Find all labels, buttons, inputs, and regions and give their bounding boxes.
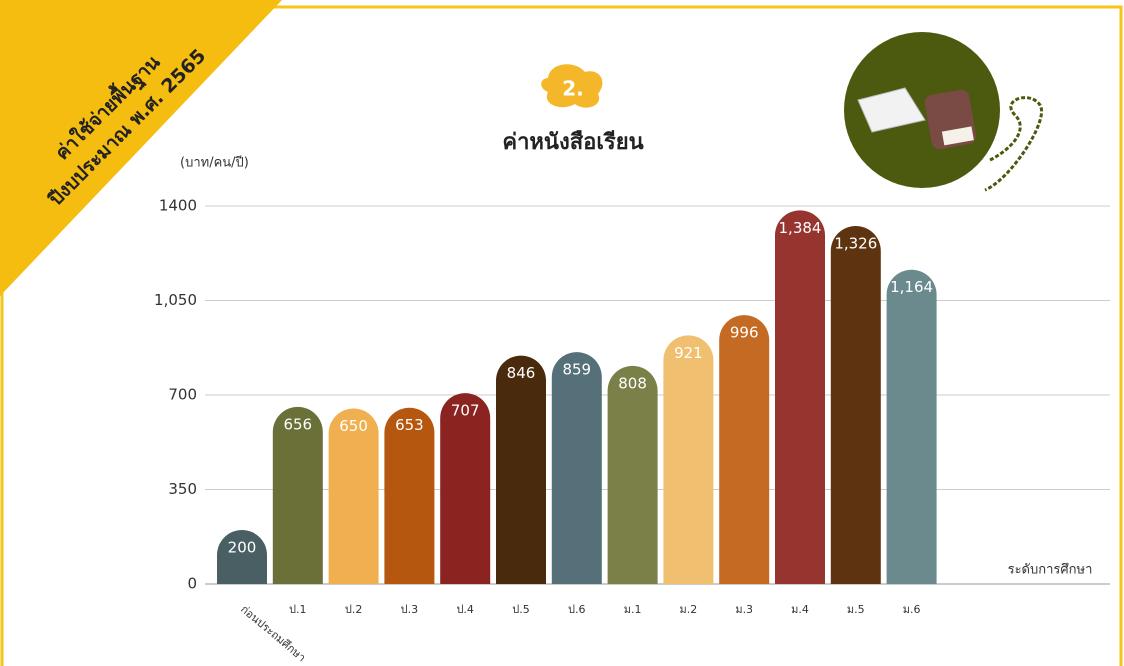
y-tick-label: 350 bbox=[168, 480, 197, 498]
y-tick-label: 0 bbox=[187, 575, 197, 593]
x-tick-label: ป.3 bbox=[401, 603, 418, 616]
value-label: 846 bbox=[507, 364, 536, 382]
bar bbox=[719, 315, 769, 584]
x-axis-label: ระดับการศึกษา bbox=[1008, 563, 1093, 578]
value-label: 1,326 bbox=[834, 234, 877, 252]
x-tick-label: ม.5 bbox=[847, 603, 865, 616]
bar bbox=[440, 393, 490, 584]
x-tick-label: ม.4 bbox=[791, 603, 809, 616]
bar bbox=[552, 352, 602, 584]
corner-banner bbox=[0, 0, 282, 296]
x-tick-label: ม.1 bbox=[624, 603, 642, 616]
bar bbox=[273, 407, 323, 584]
y-tick-label: 700 bbox=[168, 386, 197, 404]
value-label: 650 bbox=[339, 417, 368, 435]
x-tick-label: ป.4 bbox=[456, 603, 473, 616]
value-label: 653 bbox=[395, 416, 424, 434]
x-tick-label: ป.6 bbox=[568, 603, 585, 616]
bar bbox=[831, 226, 881, 584]
value-label: 808 bbox=[618, 374, 647, 392]
value-label: 656 bbox=[283, 415, 312, 433]
x-tick-label: ม.3 bbox=[735, 603, 753, 616]
value-label: 1,164 bbox=[890, 278, 933, 296]
chart: ค่าใช้จ่ายพื้นฐาน ปีงบประมาณ พ.ศ. 2565 2… bbox=[0, 0, 1124, 666]
y-tick-label: 1,050 bbox=[154, 291, 197, 309]
value-label: 859 bbox=[562, 361, 591, 379]
value-label: 707 bbox=[451, 402, 480, 420]
bar bbox=[663, 335, 713, 584]
bar bbox=[775, 210, 825, 584]
x-tick-label: ป.1 bbox=[289, 603, 306, 616]
decoration bbox=[844, 32, 1042, 190]
badge-number: 2. bbox=[562, 77, 584, 101]
bar bbox=[887, 270, 937, 584]
x-tick-label: ป.2 bbox=[345, 603, 362, 616]
x-tick-label: ป.5 bbox=[512, 603, 529, 616]
bar bbox=[496, 356, 546, 584]
y-tick-label: 1400 bbox=[159, 197, 197, 215]
x-tick-label: ม.2 bbox=[680, 603, 698, 616]
value-label: 921 bbox=[674, 344, 703, 362]
value-label: 996 bbox=[730, 324, 759, 342]
y-axis-label: (บาท/คน/ปี) bbox=[180, 155, 249, 171]
value-label: 200 bbox=[228, 539, 257, 557]
chart-title: ค่าหนังสือเรียน bbox=[502, 130, 643, 155]
bar bbox=[608, 366, 658, 584]
value-label: 1,384 bbox=[779, 219, 822, 237]
x-tick-label: ม.6 bbox=[903, 603, 921, 616]
